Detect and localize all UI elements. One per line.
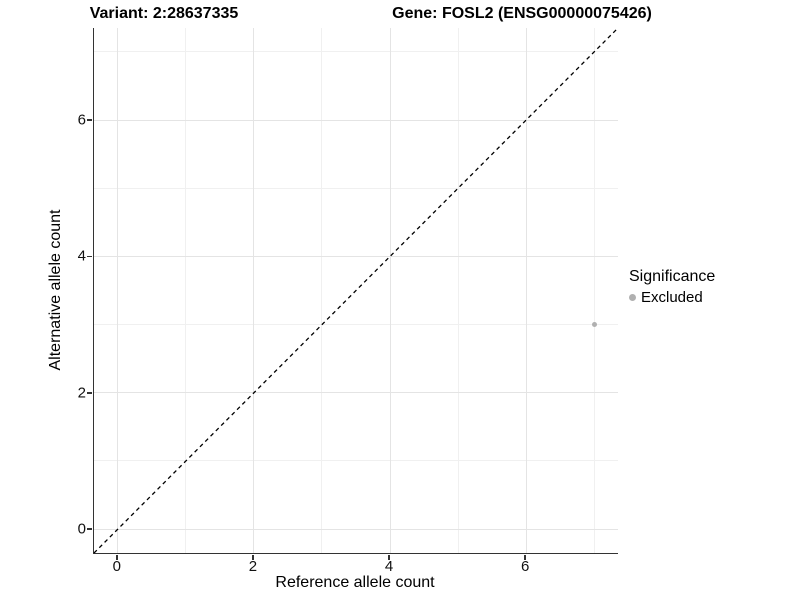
y-tick-label: 4 xyxy=(77,247,86,265)
x-axis-tick xyxy=(116,554,118,560)
y-axis-tick xyxy=(86,528,92,530)
x-axis-label: Reference allele count xyxy=(275,574,435,591)
legend-item-label: Excluded xyxy=(641,289,703,306)
y-major-gridline xyxy=(94,392,618,394)
y-major-gridline xyxy=(94,528,618,530)
x-tick-label: 6 xyxy=(520,558,530,575)
x-major-gridline xyxy=(525,28,527,553)
plot-title-variant: Variant: 2:28637335 xyxy=(89,5,239,22)
y-axis-tick xyxy=(86,392,92,394)
y-tick-label: 0 xyxy=(77,520,86,538)
y-major-gridline xyxy=(94,119,618,121)
x-major-gridline xyxy=(389,28,391,553)
x-tick-label: 2 xyxy=(248,558,258,575)
y-minor-gridline xyxy=(94,51,618,53)
x-tick-label: 4 xyxy=(384,558,394,575)
x-minor-gridline xyxy=(185,28,187,553)
legend-title: Significance xyxy=(629,268,716,285)
y-axis-tick xyxy=(86,119,92,121)
plot-panel xyxy=(93,27,619,554)
legend: Significance Excluded xyxy=(629,268,715,306)
y-axis-tick xyxy=(86,255,92,258)
y-minor-gridline xyxy=(94,187,618,189)
y-tick-label: 6 xyxy=(77,111,86,129)
y-minor-gridline xyxy=(94,324,618,326)
x-tick-label: 0 xyxy=(112,558,121,575)
y-tick-label: 2 xyxy=(77,384,86,402)
identity-reference-line xyxy=(93,27,619,554)
x-minor-gridline xyxy=(457,28,459,553)
y-major-gridline xyxy=(94,255,618,257)
legend-item-excluded: Excluded xyxy=(629,289,715,306)
x-minor-gridline xyxy=(321,28,323,553)
x-axis-tick xyxy=(524,554,526,560)
x-major-gridline xyxy=(253,28,255,553)
y-minor-gridline xyxy=(94,460,618,462)
data-point xyxy=(591,322,597,328)
x-axis-tick xyxy=(388,554,390,560)
x-minor-gridline xyxy=(593,28,595,553)
x-major-gridline xyxy=(117,28,119,553)
y-axis-label: Alternative allele count xyxy=(47,209,64,371)
plot-title-gene: Gene: FOSL2 (ENSG00000075426) xyxy=(392,5,652,22)
legend-point-swatch-icon xyxy=(629,294,636,301)
x-axis-tick xyxy=(252,554,254,560)
